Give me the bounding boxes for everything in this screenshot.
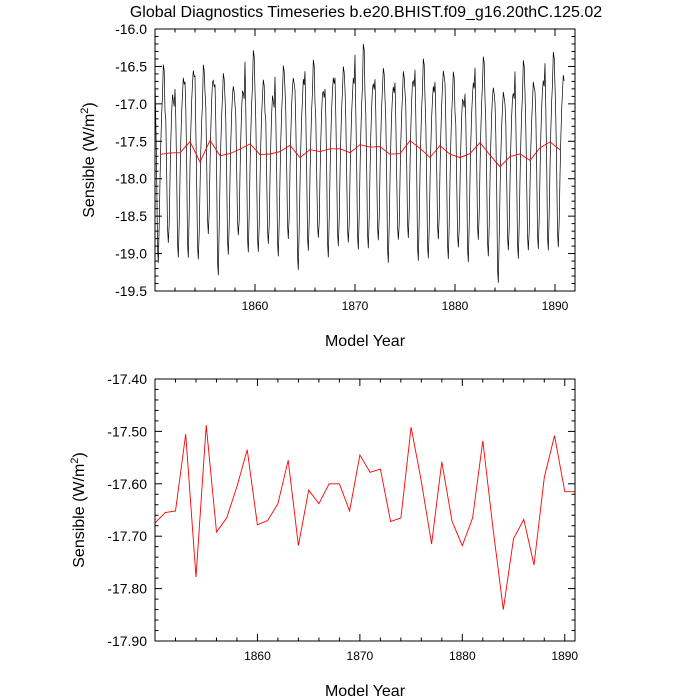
bottom-chart-y-tick-label: -17.60: [107, 476, 147, 492]
top-chart-y-axis-label-close: ): [81, 102, 98, 107]
bottom-chart-x-tick-label: 1880: [449, 649, 476, 663]
top-chart-ticks: [155, 28, 576, 292]
bottom-chart-frame: [154, 378, 576, 642]
top-chart-annual-series-line: [159, 139, 561, 168]
top-chart-x-tick-label: 1890: [542, 299, 569, 313]
top-chart-y-axis-label-sup: 2: [79, 108, 91, 114]
top-chart-x-tick-label: 1860: [242, 299, 269, 313]
bottom-chart-ticks: [155, 378, 575, 642]
top-chart-x-axis-label: Model Year: [325, 333, 406, 350]
bottom-chart-y-axis-label: Sensible (W/m2): [69, 452, 88, 567]
top-chart-y-tick-label: -17.0: [115, 96, 147, 112]
bottom-chart-x-tick-label: 1860: [244, 649, 271, 663]
bottom-chart-x-tick-label: 1890: [551, 649, 578, 663]
top-chart-y-tick-label: -18.5: [115, 208, 147, 224]
bottom-chart-y-tick-label: -17.90: [107, 633, 147, 649]
bottom-chart-y-tick-label: -17.80: [107, 581, 147, 597]
bottom-chart-y-tick-label: -17.50: [107, 423, 147, 439]
bottom-chart-x-tick-label: 1870: [347, 649, 374, 663]
top-chart-x-tick-label: 1870: [342, 299, 369, 313]
bottom-chart-y-axis-label-main: Sensible (W/m: [71, 464, 88, 568]
top-chart-panel: 1860 1870 1880 1890 -19.5 -19.0 -18.5 -18.0 -17.…: [79, 21, 576, 350]
bottom-chart-y-axis-label-close: ): [71, 452, 88, 457]
top-chart-y-tick-label: -19.5: [115, 283, 147, 299]
bottom-chart-annual-series-line: [154, 425, 575, 610]
bottom-chart-series: [154, 425, 575, 610]
top-chart-y-tick-label: -19.0: [115, 246, 147, 262]
top-chart-y-tick-label: -18.0: [115, 171, 147, 187]
top-chart-series: [154, 43, 565, 283]
bottom-chart-y-tick-label: -17.70: [107, 528, 147, 544]
top-chart-frame: [154, 28, 576, 292]
top-chart-y-tick-label: -17.5: [115, 133, 147, 149]
top-chart-x-tick-label: 1880: [442, 299, 469, 313]
top-chart-y-axis-label-main: Sensible (W/m: [81, 114, 98, 218]
bottom-chart-tick-labels: 1860 1870 1880 1890 -17.90 -17.80 -17.70 -17.60…: [107, 371, 578, 663]
figure-title: Global Diagnostics Timeseries b.e20.BHIS…: [130, 4, 602, 21]
bottom-chart-x-axis-label: Model Year: [325, 683, 406, 700]
top-chart-y-axis-label: Sensible (W/m2): [79, 102, 98, 217]
top-chart-tick-labels: 1860 1870 1880 1890 -19.5 -19.0 -18.5 -18.0 -17.…: [115, 21, 569, 313]
bottom-chart-y-tick-label: -17.40: [107, 371, 147, 387]
bottom-chart-panel: 1860 1870 1880 1890 -17.90 -17.80 -17.70 -17.60…: [69, 371, 578, 700]
top-chart-y-tick-label: -16.5: [115, 58, 147, 74]
top-chart-monthly-series-line: [154, 43, 565, 283]
top-chart-y-tick-label: -16.0: [115, 21, 147, 37]
bottom-chart-y-axis-label-sup: 2: [69, 458, 81, 464]
